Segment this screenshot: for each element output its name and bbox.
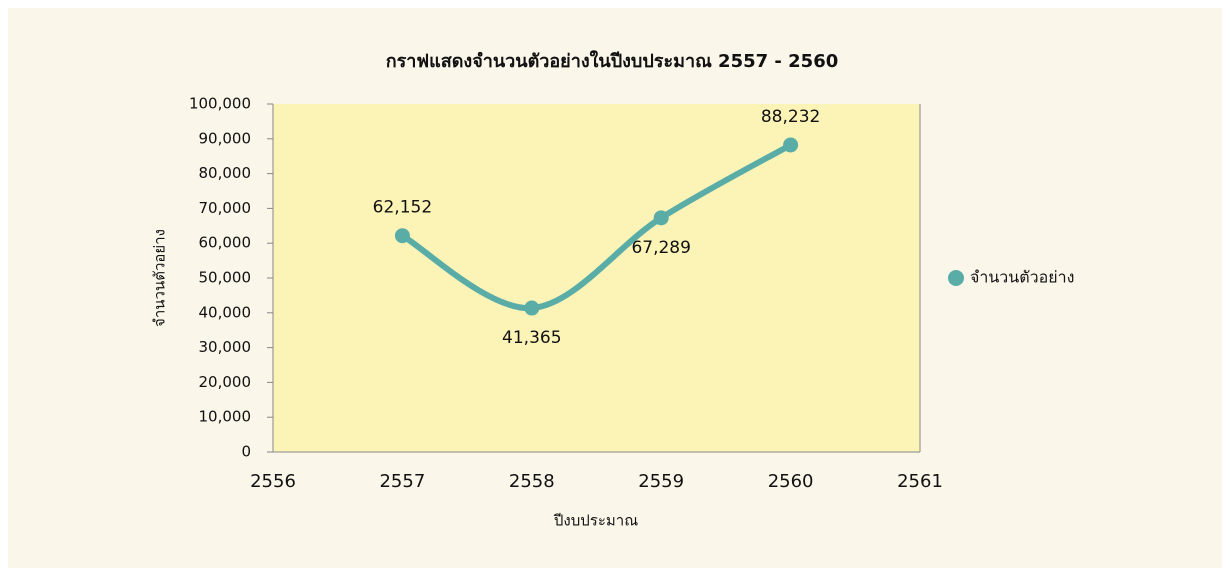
data-label: 88,232 — [761, 107, 820, 127]
y-tick-label: 0 — [241, 443, 251, 461]
x-tick-label: 2556 — [250, 471, 296, 492]
data-point — [653, 210, 669, 226]
chart-title: กราฟแสดงจำนวนตัวอย่างในปีงบประมาณ 2557 -… — [386, 50, 839, 72]
y-tick-label: 70,000 — [199, 199, 252, 217]
y-tick-label: 50,000 — [199, 269, 252, 287]
plot-area — [273, 104, 920, 452]
data-point — [394, 228, 410, 244]
y-tick-label: 20,000 — [199, 373, 252, 391]
y-tick-label: 100,000 — [189, 95, 251, 113]
x-tick-label: 2557 — [379, 471, 425, 492]
series-line — [399, 141, 794, 312]
y-axis-label: จำนวนตัวอย่าง — [151, 229, 169, 327]
data-label: 62,152 — [373, 198, 432, 218]
x-axis-label: ปีงบประมาณ — [553, 512, 638, 530]
y-tick-label: 80,000 — [199, 164, 252, 182]
x-tick-label: 2559 — [638, 471, 684, 492]
y-tick-label: 40,000 — [199, 303, 252, 321]
data-label: 67,289 — [631, 238, 690, 258]
x-tick-label: 2561 — [897, 471, 943, 492]
y-tick-label: 90,000 — [199, 129, 252, 147]
legend-label: จำนวนตัวอย่าง — [970, 268, 1074, 287]
x-tick-label: 2560 — [768, 471, 814, 492]
data-point — [524, 300, 540, 316]
x-tick-label: 2558 — [509, 471, 555, 492]
data-label: 41,365 — [502, 328, 561, 348]
y-tick-label: 10,000 — [199, 408, 252, 426]
legend-marker — [948, 270, 964, 286]
data-point — [783, 137, 799, 153]
y-tick-label: 30,000 — [199, 338, 252, 356]
y-tick-label: 60,000 — [199, 234, 252, 252]
